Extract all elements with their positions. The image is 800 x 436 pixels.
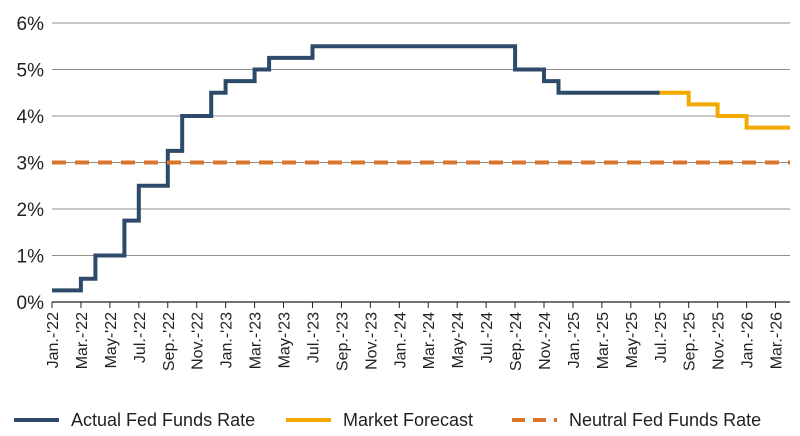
x-tick-label: Jan.-'25 bbox=[566, 312, 583, 369]
x-tick-label: Nov.-'23 bbox=[363, 312, 380, 370]
y-tick-label: 3% bbox=[17, 154, 45, 175]
x-tick-label: Jan.-'26 bbox=[740, 312, 757, 369]
x-tick-label: Mar.-'26 bbox=[769, 312, 786, 369]
x-tick-label: Jul.-'22 bbox=[132, 312, 149, 363]
x-tick-label: May-'24 bbox=[450, 312, 467, 369]
x-tick-label: Jul.-'23 bbox=[306, 312, 323, 363]
x-tick-label: Jul.-'24 bbox=[479, 312, 496, 363]
x-tick-label: Jan.-'22 bbox=[45, 312, 62, 369]
series-lines bbox=[52, 44, 790, 293]
y-tick-label: 0% bbox=[17, 293, 45, 314]
y-tick-label: 4% bbox=[17, 107, 45, 128]
x-tick-label: May-'25 bbox=[624, 312, 641, 369]
x-tick-label: Nov.-'22 bbox=[190, 312, 207, 370]
legend-label: Market Forecast bbox=[343, 410, 473, 430]
x-tick-label: Jan.-'24 bbox=[392, 312, 409, 369]
x-tick-label: Jan.-'23 bbox=[219, 312, 236, 369]
x-tick-label: Sep.-'23 bbox=[334, 312, 351, 371]
legend-label: Neutral Fed Funds Rate bbox=[569, 410, 761, 430]
series-line-market-forecast bbox=[659, 90, 790, 130]
x-tick-label: Nov.-'24 bbox=[537, 312, 554, 370]
y-tick-label: 5% bbox=[17, 61, 45, 82]
x-tick-label: Nov.-'25 bbox=[711, 312, 728, 370]
x-axis bbox=[51, 301, 790, 308]
x-tick-label: May-'23 bbox=[277, 312, 294, 369]
x-tick-label: May-'22 bbox=[103, 312, 120, 369]
legend: Actual Fed Funds Rate Market Forecast Neut… bbox=[14, 410, 761, 430]
x-tick-label: Mar.-'25 bbox=[595, 312, 612, 369]
x-axis-ticks: Jan.-'22 Mar.-'22 May-'22 Jul.-'22 Sep.-'22 N… bbox=[45, 312, 786, 371]
y-tick-label: 1% bbox=[17, 247, 45, 268]
x-tick-label: Sep.-'25 bbox=[682, 312, 699, 371]
y-tick-label: 2% bbox=[17, 200, 45, 221]
y-tick-label: 6% bbox=[17, 14, 45, 35]
x-tick-label: Mar.-'22 bbox=[74, 312, 91, 369]
x-tick-label: Mar.-'24 bbox=[421, 312, 438, 369]
x-tick-label: Mar.-'23 bbox=[248, 312, 265, 369]
y-axis-ticks: 0% 1% 2% 3% 4% 5% 6% bbox=[17, 14, 45, 314]
legend-label: Actual Fed Funds Rate bbox=[71, 410, 255, 430]
series-line-actual-fed-funds-rate bbox=[52, 44, 660, 293]
x-tick-label: Sep.-'24 bbox=[508, 312, 525, 371]
x-tick-label: Sep.-'22 bbox=[161, 312, 178, 371]
gridlines bbox=[52, 22, 790, 256]
x-tick-label: Jul.-'25 bbox=[653, 312, 670, 363]
